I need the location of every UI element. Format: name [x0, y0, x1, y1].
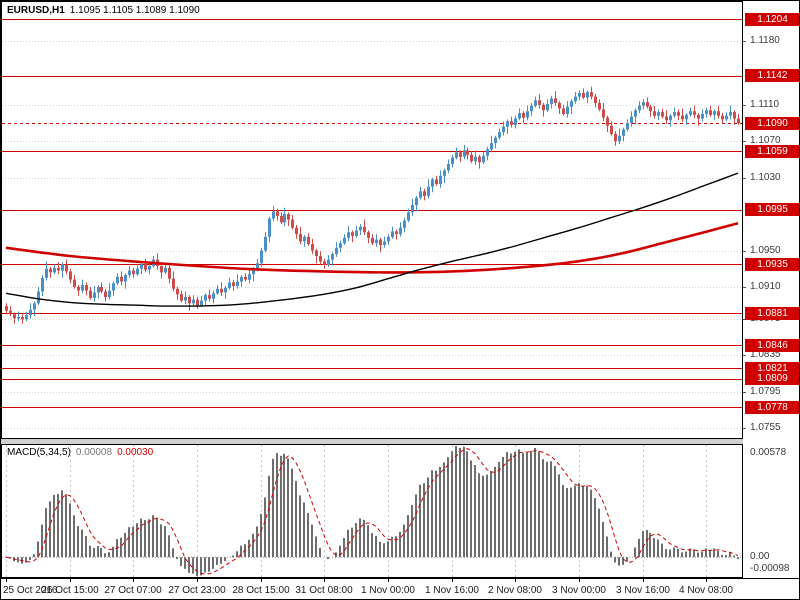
time-axis-label: 3 Nov 00:00 [552, 585, 606, 596]
price-axis-tick [743, 41, 746, 42]
time-axis-label: 1 Nov 16:00 [425, 585, 479, 596]
price-axis-label: 1.1070 [750, 135, 781, 147]
slow-ma-red-line [5, 221, 739, 274]
symbol-timeframe-label: EURUSD,H1 [7, 5, 65, 16]
macd-grid [2, 445, 742, 577]
price-axis-label: 1.0910 [750, 280, 781, 292]
macd-axis-max-label: 0.00578 [750, 447, 787, 458]
time-axis-label: 2 Nov 08:00 [488, 585, 542, 596]
price-axis-label: 1.0795 [750, 385, 781, 397]
time-axis-tick [515, 579, 516, 582]
time-axis-label: 4 Nov 08:00 [679, 585, 733, 596]
ohlc-values: 1.1095 1.1105 1.1089 1.1090 [69, 5, 200, 16]
time-axis-tick [70, 579, 71, 582]
price-level-flag[interactable]: 1.1142 [745, 69, 799, 83]
price-axis-label: 1.1030 [750, 171, 781, 183]
price-level-flag[interactable]: 1.0809 [745, 372, 799, 386]
time-axis-tick [706, 579, 707, 582]
price-axis-tick [743, 287, 746, 288]
time-axis-label: 27 Oct 23:00 [168, 585, 226, 596]
panel-splitter[interactable] [1, 439, 743, 444]
time-axis-tick [388, 579, 389, 582]
macd-main-value: 0.00008 [75, 447, 113, 458]
time-axis-label: 26 Oct 15:00 [41, 585, 99, 596]
price-level-flag[interactable]: 1.0995 [745, 203, 799, 216]
time-axis-label: 28 Oct 15:00 [232, 585, 290, 596]
price-axis-tick [743, 428, 746, 429]
price-axis-tick [743, 178, 746, 179]
chart-title: EURUSD,H1 1.1095 1.1105 1.1089 1.1090 [7, 5, 200, 16]
price-level-flag[interactable]: 1.0821 [745, 361, 799, 375]
time-axis[interactable]: 25 Oct 2016 26 Oct 15:00 27 Oct 07:00 27 Oc… [1, 578, 799, 599]
time-axis-tick [324, 579, 325, 582]
price-axis-tick [743, 141, 746, 142]
price-level-flag[interactable]: 1.0778 [745, 400, 799, 414]
time-axis-tick [643, 579, 644, 582]
price-axis-tick [743, 392, 746, 393]
price-axis-tick [743, 319, 746, 320]
time-axis-tick [261, 579, 262, 582]
main-price-chart[interactable] [1, 1, 743, 439]
price-level-flag[interactable]: 1.0846 [745, 338, 799, 352]
price-level-flag[interactable]: 1.0935 [745, 257, 799, 271]
price-axis-tick [743, 105, 746, 106]
time-axis-tick [579, 579, 580, 582]
price-level-flag[interactable]: 1.1204 [745, 12, 799, 26]
price-level-flag[interactable]: 1.0881 [745, 306, 799, 320]
time-axis-label: 25 Oct 2016 [3, 585, 58, 596]
macd-histogram [9, 446, 739, 576]
price-axis-label: 1.1110 [750, 98, 780, 110]
price-axis-tick [743, 355, 746, 356]
main-chart-frame [1, 1, 743, 439]
candles-layer [5, 86, 740, 324]
macd-axis-min-label: -0.00098 [750, 563, 790, 574]
time-axis-tick [133, 579, 134, 582]
price-level-flag[interactable]: 1.1059 [745, 144, 799, 158]
price-axis-label: 1.0835 [750, 349, 781, 361]
price-axis[interactable]: 0.00578 0.00 -0.00098 1.1180 1.1110 1.1070… [743, 1, 799, 579]
time-axis-tick [197, 579, 198, 582]
macd-indicator-panel[interactable] [1, 444, 743, 578]
current-price-flag: 1.1090 [745, 116, 799, 130]
price-axis-tick [743, 251, 746, 252]
time-axis-label: 1 Nov 00:00 [361, 585, 415, 596]
macd-indicator-label: MACD(5,34,5) 0.00008 0.00030 [7, 447, 153, 458]
macd-frame [1, 444, 743, 578]
support-resistance-lines[interactable] [2, 19, 742, 408]
time-axis-tick [452, 579, 453, 582]
time-axis-label: 31 Oct 08:00 [295, 585, 353, 596]
macd-axis-zero-label: 0.00 [750, 551, 770, 563]
time-axis-label: 27 Oct 07:00 [104, 585, 162, 596]
time-axis-tick [6, 579, 7, 582]
grid-lines [2, 41, 742, 429]
price-axis-label: 1.0755 [750, 422, 781, 434]
time-axis-label: 3 Nov 16:00 [616, 585, 670, 596]
price-axis-label: 1.0950 [750, 244, 781, 256]
fast-ma-black-line [5, 172, 739, 307]
macd-name: MACD(5,34,5) [7, 447, 71, 458]
macd-signal-line [5, 448, 739, 575]
price-axis-label: 1.1180 [750, 35, 780, 47]
macd-signal-value: 0.00030 [117, 447, 154, 458]
